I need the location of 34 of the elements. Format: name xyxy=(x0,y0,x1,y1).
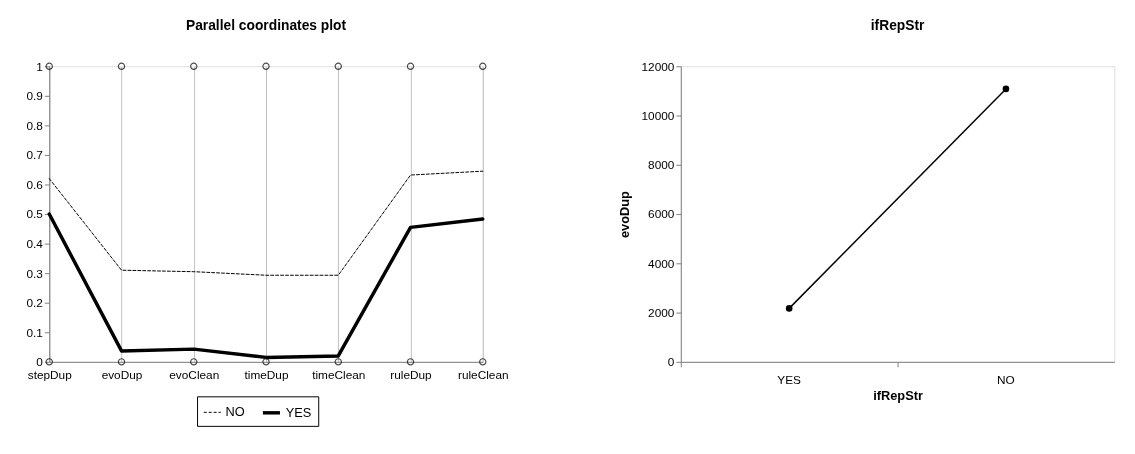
x-tick-label: stepDup xyxy=(27,368,73,383)
x-tick-label: NO xyxy=(997,373,1015,388)
x-tick-label: YES xyxy=(777,373,802,388)
y-axis-title: evoDup xyxy=(616,190,632,239)
y-tick-label: 0.2 xyxy=(26,296,43,311)
x-tick-label: ruleClean xyxy=(457,368,509,383)
chart-title: Parallel coordinates plot xyxy=(185,17,347,33)
y-tick-label: 0.8 xyxy=(26,118,44,133)
x-axis-title: ifRepStr xyxy=(873,387,923,403)
y-tick-label: 0 xyxy=(36,355,44,370)
y-tick-label: 0.4 xyxy=(26,237,44,252)
y-tick-label: 0.5 xyxy=(26,207,44,222)
y-tick-label: 2000 xyxy=(648,306,675,321)
y-tick-label: 10000 xyxy=(641,108,675,123)
y-tick-label: 6000 xyxy=(648,207,675,222)
y-tick-label: 8000 xyxy=(648,158,675,173)
line-series xyxy=(48,170,484,276)
y-tick-label: 4000 xyxy=(648,256,675,271)
y-tick-label: 12000 xyxy=(641,59,675,74)
y-tick-label: 0.9 xyxy=(26,89,44,104)
y-tick-label: 0 xyxy=(667,355,675,370)
y-tick-label: 0.3 xyxy=(26,266,44,281)
legend-label: NO xyxy=(225,404,245,420)
x-tick-label: evoClean xyxy=(169,368,220,383)
y-tick-label: 0.6 xyxy=(26,177,44,192)
chart-title: ifRepStr xyxy=(870,17,925,33)
y-tick-label: 1 xyxy=(36,59,43,74)
x-tick-label: timeClean xyxy=(312,368,366,383)
x-tick-label: timeDup xyxy=(244,368,289,383)
y-tick-label: 0.7 xyxy=(26,148,43,163)
x-tick-label: ruleDup xyxy=(390,368,433,383)
y-tick-label: 0.1 xyxy=(26,325,43,340)
legend-label: YES xyxy=(285,404,312,420)
x-tick-label: evoDup xyxy=(101,368,143,383)
